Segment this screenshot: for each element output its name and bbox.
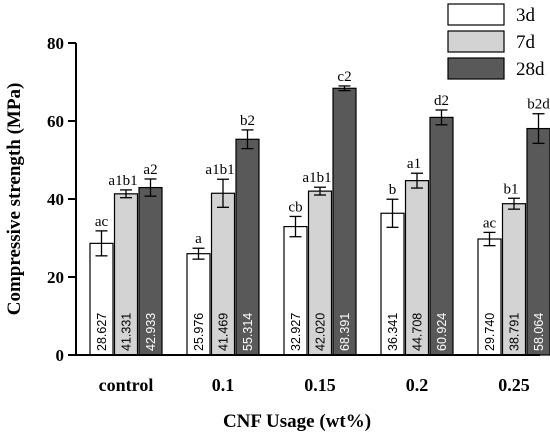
significance-label: d2 bbox=[434, 93, 449, 109]
value-label: 36.341 bbox=[386, 313, 400, 351]
y-tick-label: 0 bbox=[56, 346, 65, 365]
value-label: 38.791 bbox=[508, 313, 522, 351]
x-tick-label: control bbox=[99, 375, 154, 395]
x-tick-label: 0.2 bbox=[406, 375, 429, 395]
value-label: 28.627 bbox=[95, 313, 109, 351]
x-tick-label: 0.25 bbox=[498, 375, 530, 395]
value-label: 58.064 bbox=[532, 313, 546, 351]
value-label: 25.976 bbox=[192, 313, 206, 351]
legend-label-7d: 7d bbox=[516, 32, 536, 53]
value-label: 44.708 bbox=[411, 313, 425, 351]
legend-swatch-28d bbox=[447, 57, 505, 80]
legend-swatch-3d bbox=[447, 3, 505, 26]
y-tick-label: 20 bbox=[47, 268, 64, 287]
value-label: 68.391 bbox=[338, 313, 352, 351]
significance-label: a2 bbox=[143, 162, 157, 178]
value-label: 41.331 bbox=[120, 313, 134, 351]
significance-label: a1b1 bbox=[108, 173, 137, 189]
significance-label: c2 bbox=[337, 69, 351, 85]
value-label: 42.020 bbox=[314, 313, 328, 351]
value-label: 42.933 bbox=[144, 313, 158, 351]
significance-label: a1 bbox=[407, 156, 421, 172]
significance-label: ac bbox=[95, 214, 109, 230]
significance-label: b2d bbox=[527, 97, 550, 113]
legend-label-28d: 28d bbox=[516, 59, 545, 80]
y-tick-label: 60 bbox=[47, 112, 64, 131]
x-tick-label: 0.15 bbox=[304, 375, 336, 395]
value-label: 55.314 bbox=[241, 313, 255, 351]
significance-label: b1 bbox=[504, 181, 519, 197]
y-axis-title: Compressive strength (MPa) bbox=[4, 83, 25, 316]
legend-label-3d: 3d bbox=[516, 5, 536, 26]
significance-label: a1b1 bbox=[302, 170, 331, 186]
significance-label: a1b1 bbox=[205, 162, 234, 178]
significance-label: b2 bbox=[240, 113, 255, 129]
value-label: 60.924 bbox=[435, 313, 449, 351]
significance-label: a bbox=[195, 231, 202, 247]
x-tick-label: 0.1 bbox=[212, 375, 235, 395]
value-label: 41.469 bbox=[217, 313, 231, 351]
significance-label: b bbox=[389, 182, 397, 198]
y-tick-label: 40 bbox=[47, 190, 64, 209]
value-label: 29.740 bbox=[483, 313, 497, 351]
y-tick-label: 80 bbox=[47, 34, 64, 53]
value-label: 32.927 bbox=[289, 313, 303, 351]
legend-swatch-7d bbox=[447, 30, 505, 53]
x-axis-title: CNF Usage (wt%) bbox=[223, 411, 371, 432]
significance-label: ac bbox=[483, 215, 497, 231]
significance-label: cb bbox=[288, 199, 302, 215]
